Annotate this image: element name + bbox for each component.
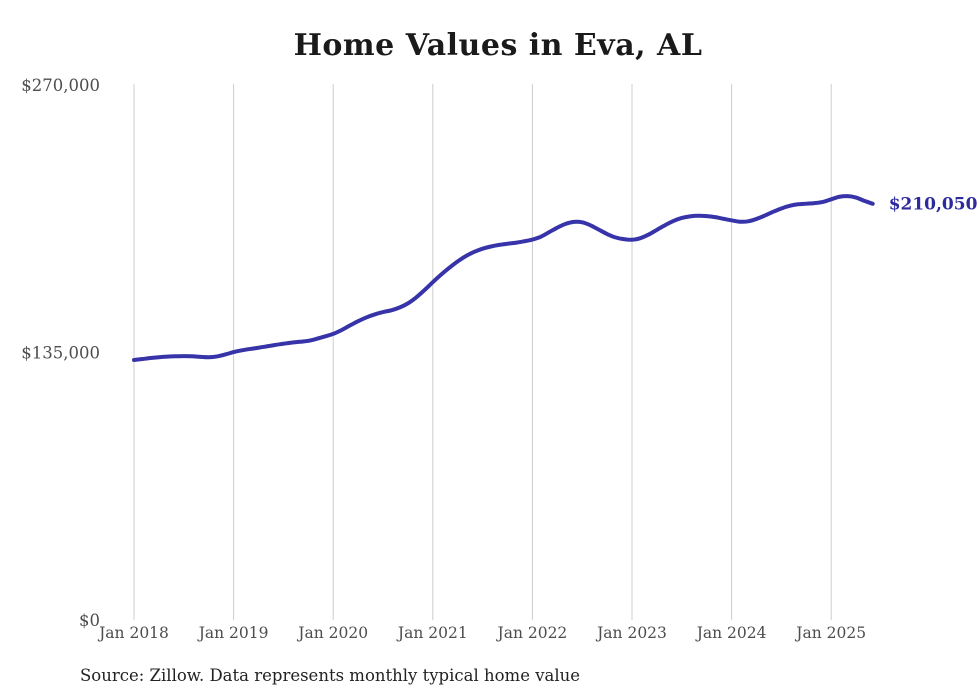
- y-tick-label: $270,000: [21, 76, 100, 95]
- x-tick-label: Jan 2019: [197, 624, 269, 642]
- source-note: Source: Zillow. Data represents monthly …: [80, 666, 581, 685]
- home-value-line-series: [132, 194, 875, 363]
- x-tick-label: Jan 2020: [296, 624, 368, 642]
- x-tick-label: Jan 2023: [595, 624, 667, 642]
- x-tick-label: Jan 2025: [794, 624, 866, 642]
- y-tick-label: $135,000: [21, 343, 100, 362]
- x-tick-label: Jan 2024: [695, 624, 767, 642]
- x-tick-label: Jan 2022: [495, 624, 567, 642]
- chart-title: Home Values in Eva, AL: [293, 28, 703, 63]
- x-tick-label: Jan 2018: [97, 624, 169, 642]
- latest-value-label: $210,050: [889, 195, 978, 215]
- y-tick-label: $0: [79, 611, 100, 630]
- x-tick-label: Jan 2021: [396, 624, 468, 642]
